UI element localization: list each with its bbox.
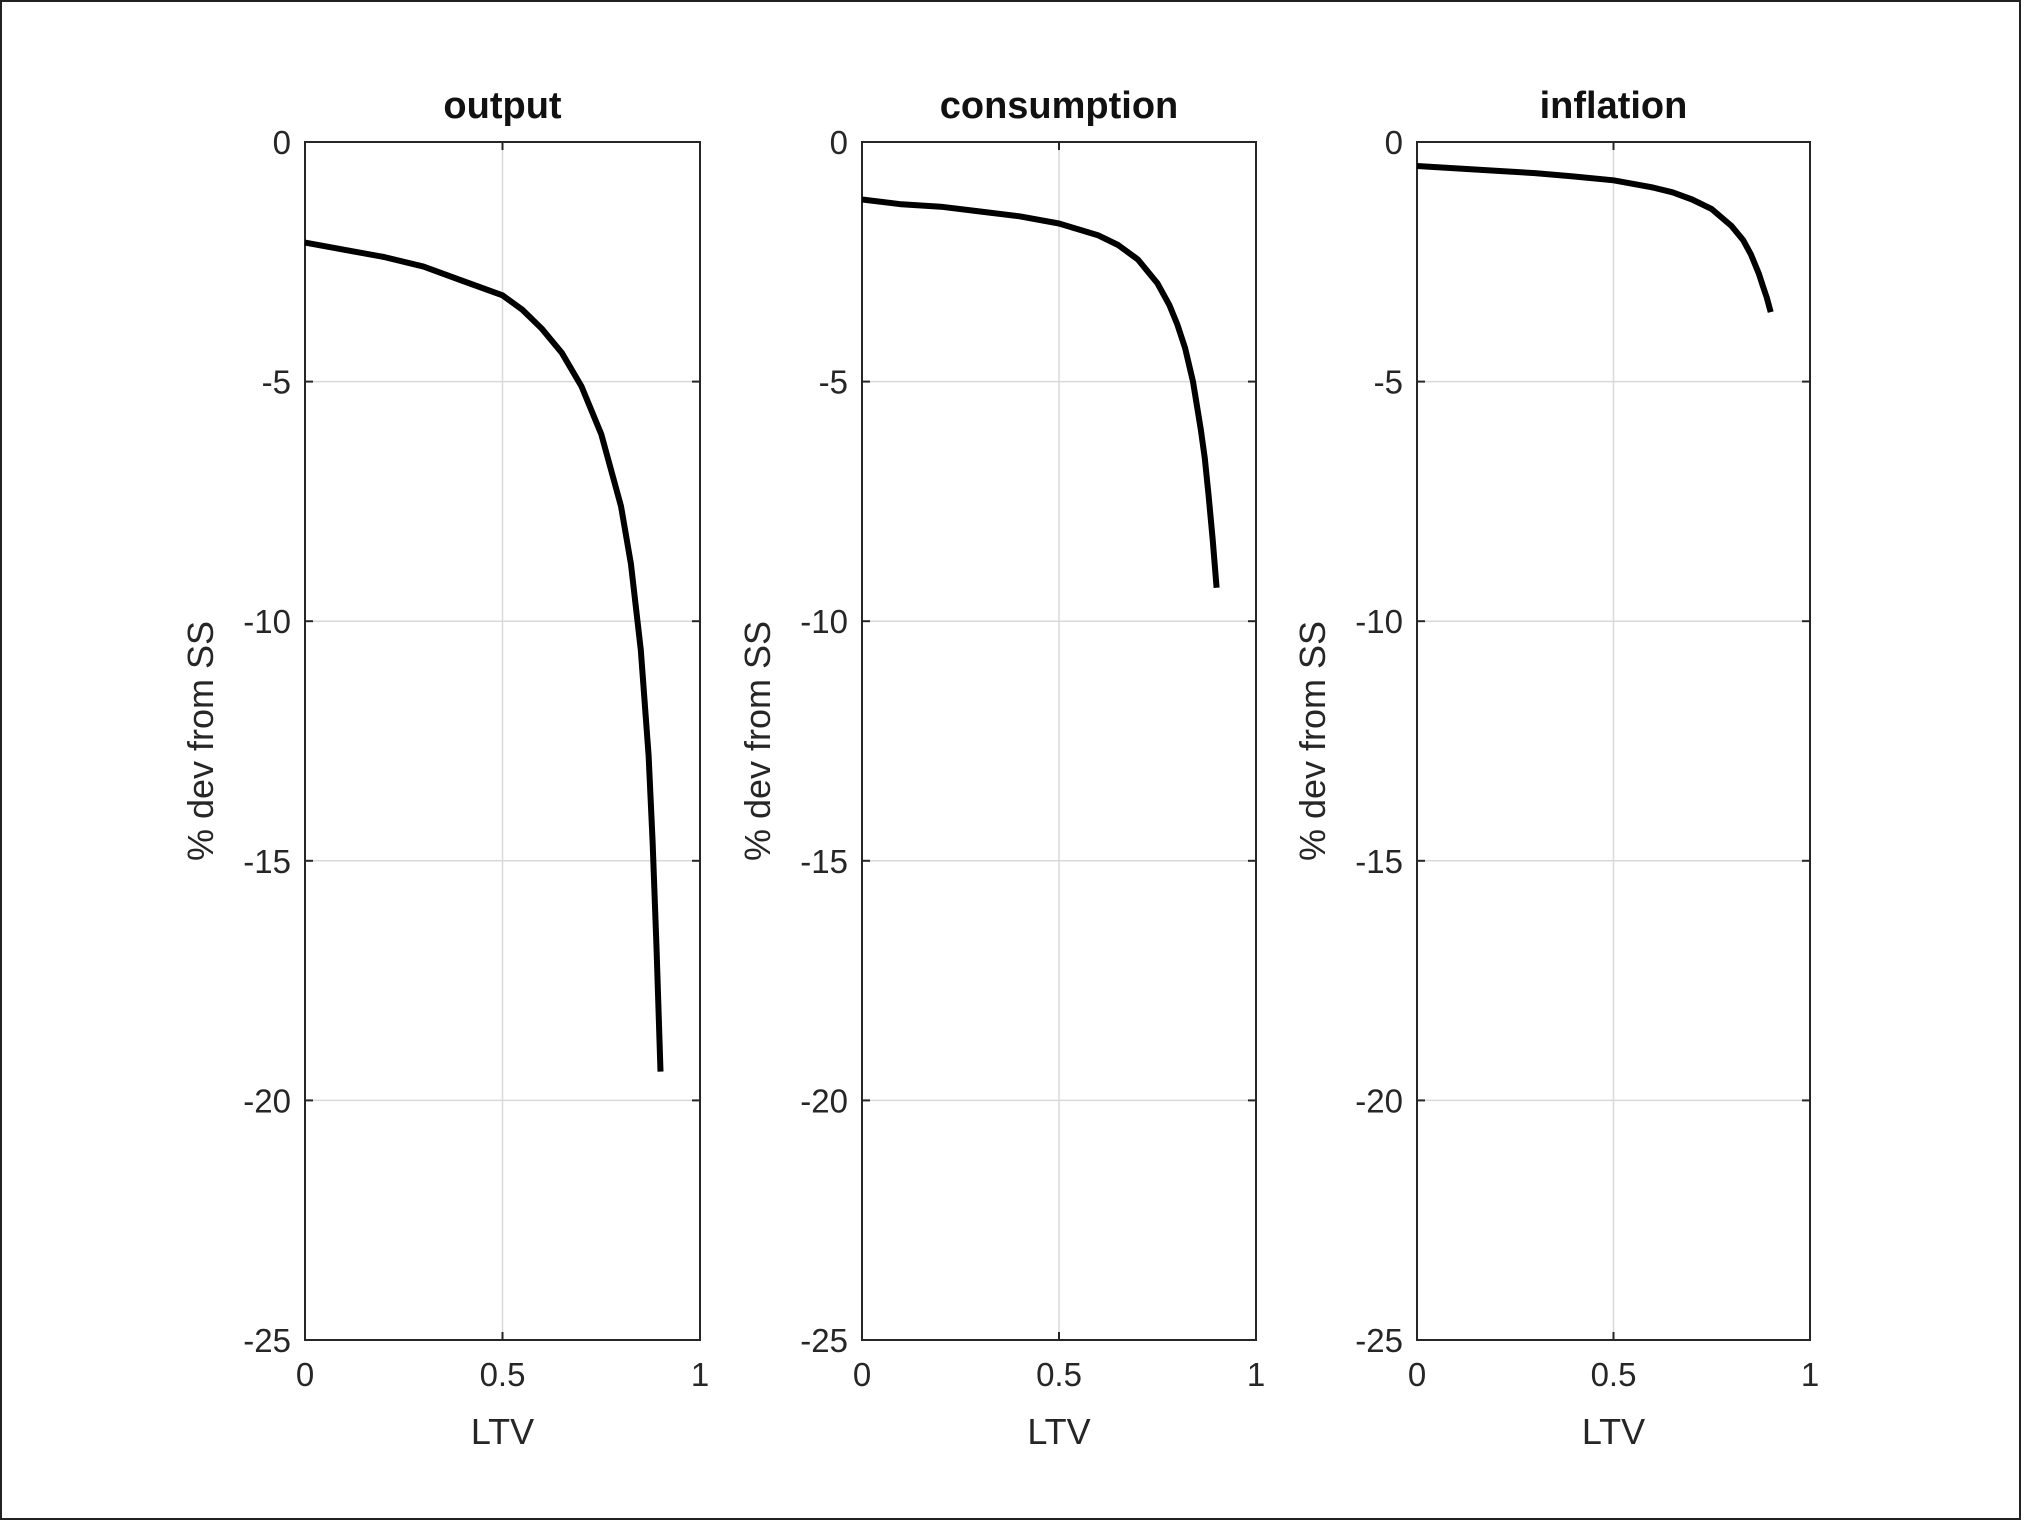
subplot-output: 0 0.5 1 0 -5 -10 -15 -20 -25 output LTV % dev from … [180,85,709,1452]
y-tick-label: -10 [1355,603,1403,640]
x-tick-label: 1 [1801,1356,1819,1393]
x-tick-label: 1 [691,1356,709,1393]
y-axis-label: % dev from SS [1292,621,1333,861]
y-tick-label: -15 [1355,843,1403,880]
y-tick-label: -5 [1374,364,1403,401]
x-tick-label: 0 [296,1356,314,1393]
x-tick-label: 0 [853,1356,871,1393]
series-line-consumption [861,196,1220,588]
subplot-title: inflation [1540,85,1688,127]
y-axis-label: % dev from SS [180,621,221,861]
series-line-inflation [1416,163,1774,313]
y-tick-label: 0 [830,124,848,161]
y-tick-label: -20 [243,1082,291,1119]
y-tick-label: 0 [1385,124,1403,161]
y-tick-label: -15 [243,843,291,880]
subplot-title: consumption [940,85,1179,127]
y-tick-label: -10 [800,603,848,640]
y-tick-label: -25 [243,1322,291,1359]
y-tick-label: -25 [800,1322,848,1359]
x-tick-label: 0 [1408,1356,1426,1393]
y-tick-label: -20 [800,1082,848,1119]
series-line-output [304,239,664,1072]
subplot-title: output [443,85,562,127]
y-axis-label: % dev from SS [737,621,778,861]
y-tick-label: -10 [243,603,291,640]
x-tick-label: 0.5 [1591,1356,1637,1393]
y-tick-label: -25 [1355,1322,1403,1359]
y-tick-label: 0 [273,124,291,161]
y-tick-label: -5 [819,364,848,401]
x-axis-label: LTV [471,1411,534,1452]
y-tick-label: -5 [262,364,291,401]
x-axis-label: LTV [1582,1411,1645,1452]
subplot-inflation: 0 0.5 1 0 -5 -10 -15 -20 -25 inflation LTV % dev fr… [1292,85,1819,1452]
x-tick-label: 0.5 [480,1356,526,1393]
subplot-consumption: 0 0.5 1 0 -5 -10 -15 -20 -25 consumption LTV % dev … [737,85,1265,1452]
y-tick-label: -20 [1355,1082,1403,1119]
x-axis-label: LTV [1027,1411,1090,1452]
x-tick-label: 0.5 [1036,1356,1082,1393]
x-tick-label: 1 [1247,1356,1265,1393]
y-tick-label: -15 [800,843,848,880]
